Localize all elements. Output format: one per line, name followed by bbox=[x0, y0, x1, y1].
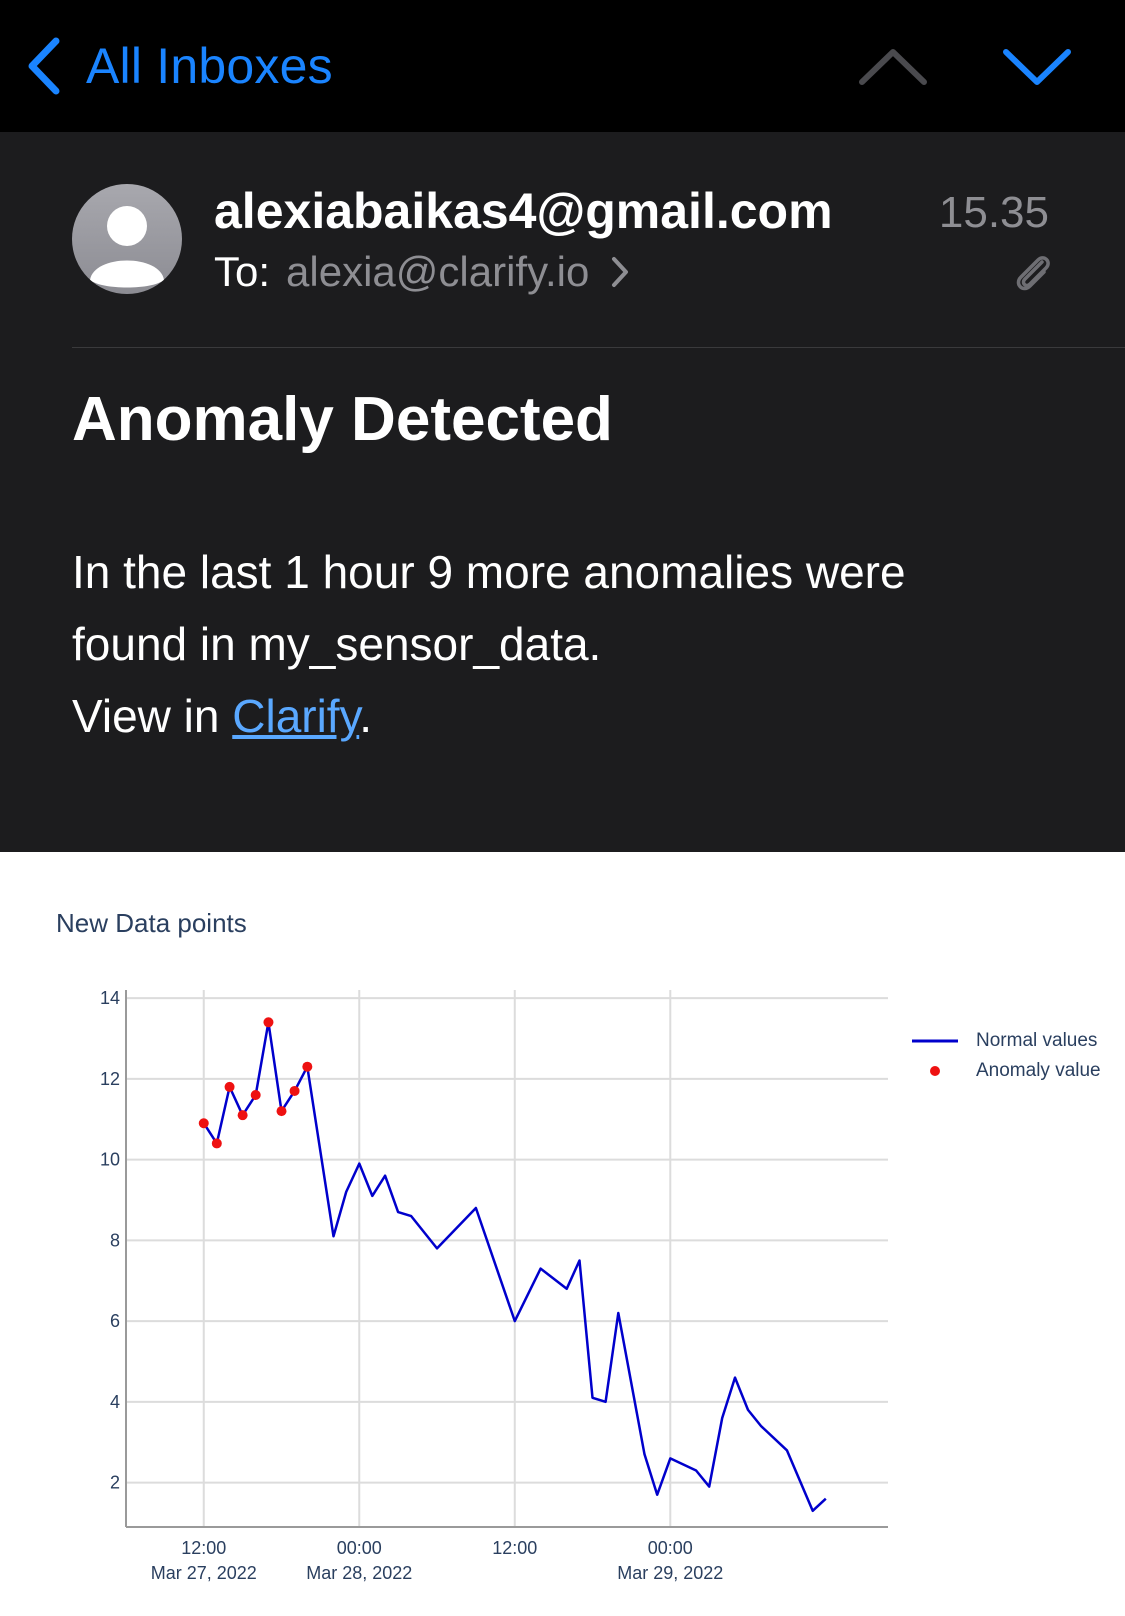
y-tick-label: 12 bbox=[100, 1069, 120, 1089]
back-button[interactable]: All Inboxes bbox=[26, 36, 333, 96]
sender-address[interactable]: alexiabaikas4@gmail.com bbox=[214, 183, 833, 239]
paperclip-icon bbox=[1016, 256, 1050, 291]
sender-avatar[interactable] bbox=[72, 184, 182, 294]
body-line: found in my_sensor_data. bbox=[72, 618, 602, 670]
message-header bbox=[0, 132, 1125, 852]
next-message-icon[interactable] bbox=[1002, 44, 1072, 88]
legend-label: Normal values bbox=[976, 1030, 1098, 1051]
anomaly-marker bbox=[211, 1138, 222, 1149]
anomaly-chart: 2 4 6 8 10 12 14 12:00 Mar 27, 2022 00:00 Mar 28, … bbox=[100, 990, 888, 1583]
to-label: To: bbox=[214, 248, 271, 295]
person-icon bbox=[90, 206, 164, 288]
recipient-address: alexia@clarify.io bbox=[286, 248, 590, 295]
clarify-link[interactable]: Clarify bbox=[232, 690, 360, 742]
message-subject: Anomaly Detected bbox=[72, 385, 613, 454]
anomaly-marker bbox=[250, 1089, 261, 1100]
y-tick-label: 2 bbox=[110, 1473, 120, 1493]
anomaly-marker bbox=[289, 1085, 300, 1096]
anomaly-marker bbox=[302, 1061, 313, 1072]
x-tick-date-label: Mar 28, 2022 bbox=[306, 1563, 412, 1583]
header-divider bbox=[72, 347, 1125, 348]
anomaly-marker bbox=[237, 1110, 248, 1121]
navigation-bar: All Inboxes bbox=[0, 0, 1125, 132]
y-tick-label: 14 bbox=[100, 990, 120, 1008]
legend-label: Anomaly value bbox=[976, 1060, 1101, 1081]
chart-title: New Data points bbox=[56, 908, 247, 938]
message-body: In the last 1 hour 9 more anomalies were… bbox=[72, 536, 1082, 752]
legend-item-anomaly[interactable]: Anomaly value bbox=[910, 1056, 1101, 1086]
x-tick-label: 12:00 bbox=[181, 1538, 226, 1558]
x-tick-date-label: Mar 29, 2022 bbox=[617, 1563, 723, 1583]
view-suffix: . bbox=[359, 690, 372, 742]
previous-message-icon[interactable] bbox=[858, 44, 928, 88]
view-line: View in Clarify. bbox=[72, 680, 1082, 752]
chevron-right-icon bbox=[612, 257, 629, 287]
anomaly-marker bbox=[263, 1017, 274, 1028]
chevron-left-icon bbox=[28, 37, 60, 95]
legend-item-normal[interactable]: Normal values bbox=[910, 1026, 1101, 1056]
y-tick-label: 6 bbox=[110, 1311, 120, 1331]
view-prefix: View in bbox=[72, 690, 233, 742]
body-line: In the last 1 hour 9 more anomalies were bbox=[72, 546, 906, 598]
x-tick-date-label: Mar 27, 2022 bbox=[151, 1563, 257, 1583]
legend-marker-swatch bbox=[930, 1066, 940, 1076]
recipient-row[interactable]: To: alexia@clarify.io bbox=[214, 248, 629, 296]
back-label: All Inboxes bbox=[86, 38, 333, 94]
y-tick-label: 4 bbox=[110, 1392, 120, 1412]
anomaly-marker bbox=[224, 1081, 235, 1092]
anomaly-marker bbox=[198, 1118, 209, 1129]
y-tick-label: 8 bbox=[110, 1230, 120, 1250]
chart-legend: Normal values Anomaly value bbox=[910, 1026, 1101, 1086]
x-tick-label: 00:00 bbox=[337, 1538, 382, 1558]
x-tick-label: 12:00 bbox=[492, 1538, 537, 1558]
y-tick-label: 10 bbox=[100, 1150, 120, 1170]
legend-line-swatch bbox=[912, 1039, 958, 1043]
x-tick-label: 00:00 bbox=[648, 1538, 693, 1558]
message-time: 15.35 bbox=[938, 188, 1049, 237]
anomaly-marker bbox=[276, 1106, 287, 1117]
